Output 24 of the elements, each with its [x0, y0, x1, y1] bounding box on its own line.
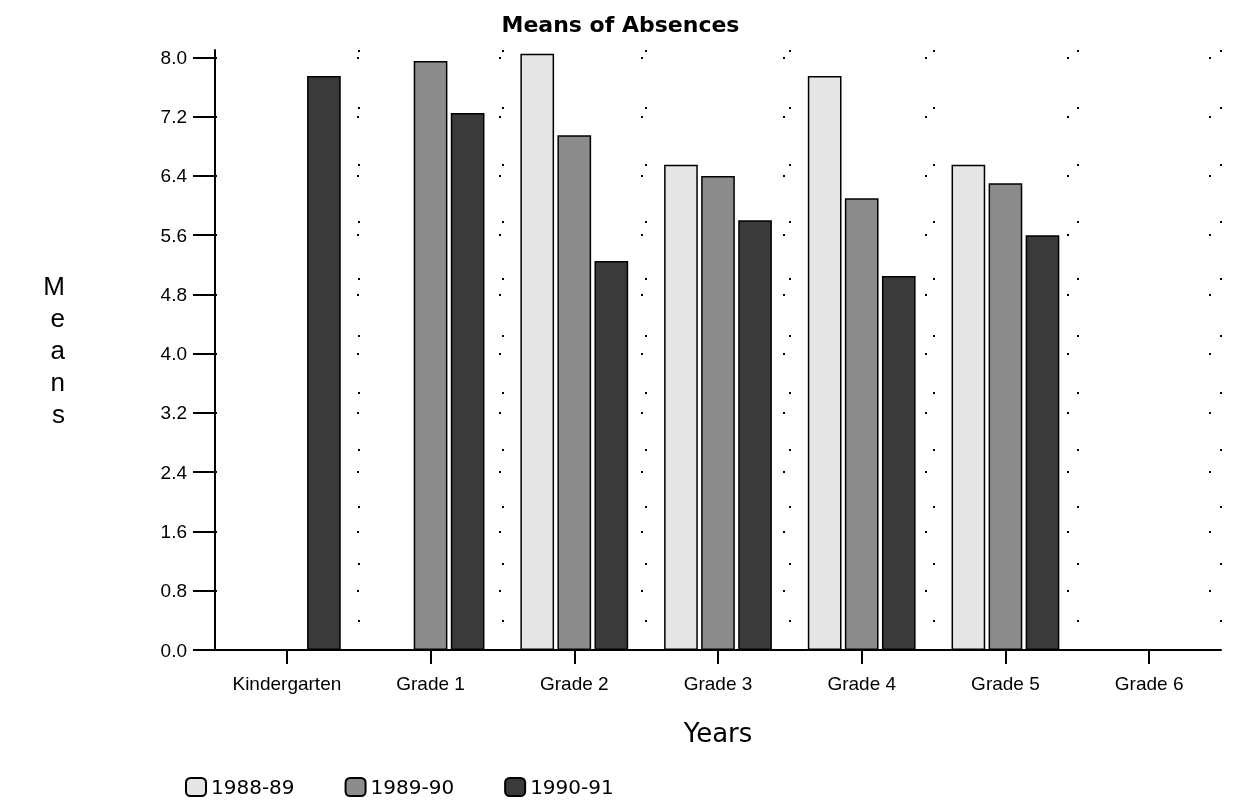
y-tick-label: 0.0: [160, 639, 187, 661]
y-tick-label: 0.8: [160, 580, 187, 602]
legend-label: 1990-91: [530, 775, 614, 799]
x-tick-label: Grade 4: [827, 673, 897, 694]
y-tick-label: 3.2: [160, 402, 187, 424]
y-tick-label: 4.0: [160, 343, 187, 365]
y-tick-label: 8.0: [160, 46, 187, 68]
x-tick-label: Grade 5: [971, 673, 1040, 694]
x-tick-label: Grade 1: [396, 673, 465, 694]
y-tick-label: 6.4: [160, 165, 188, 187]
x-tick-label: Grade 3: [683, 673, 753, 694]
chart-title: Means of Absences: [501, 11, 740, 37]
y-tick-label: 7.2: [160, 106, 187, 128]
y-tick-label: 1.6: [160, 520, 187, 542]
x-tick-label: Kindergarten: [232, 673, 342, 694]
y-tick-label: 2.4: [160, 461, 188, 483]
x-tick-label: Grade 2: [539, 673, 609, 694]
y-axis-title: Means: [43, 271, 66, 429]
legend-label: 1988-89: [211, 775, 295, 799]
y-tick-label: 5.6: [160, 224, 187, 246]
y-tick-label: 4.8: [160, 283, 187, 305]
x-axis-title: Years: [682, 718, 753, 748]
legend-label: 1989-90: [370, 775, 455, 799]
x-tick-label: Grade 6: [1114, 673, 1184, 694]
